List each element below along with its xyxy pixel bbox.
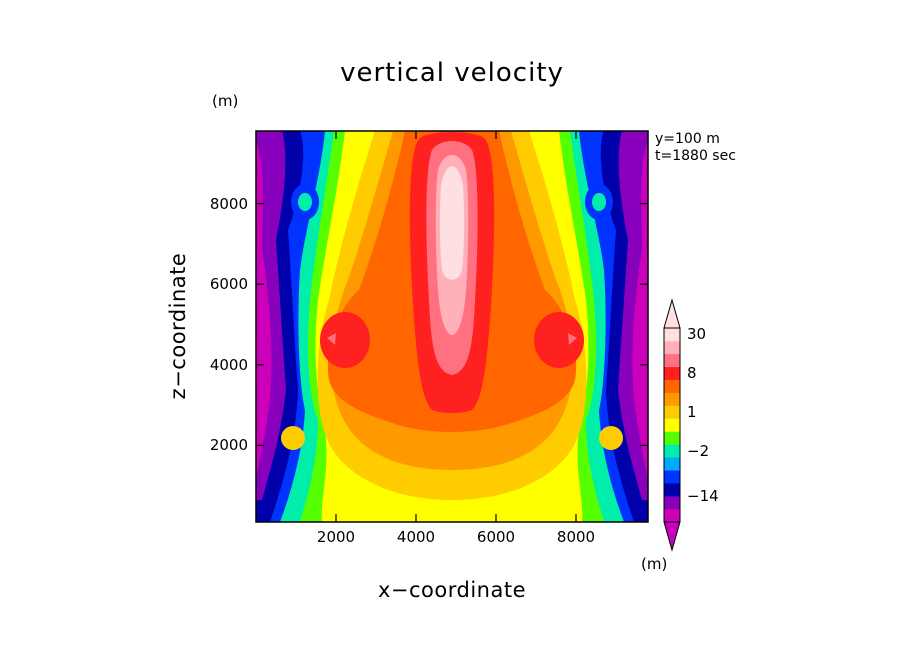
y-tick-label: 4000 xyxy=(209,355,248,374)
colorbar-swatch xyxy=(664,353,680,368)
colorbar-swatch xyxy=(664,418,680,432)
axis-ticks xyxy=(256,131,648,522)
contour-core-peak xyxy=(439,166,465,280)
x-tick-label: 6000 xyxy=(476,528,516,546)
colorbar-tick-label: 1 xyxy=(687,403,697,422)
chart-title: vertical velocity xyxy=(340,58,564,88)
colorbar-swatch xyxy=(664,328,680,342)
x-axis-label: x−coordinate xyxy=(377,578,527,602)
colorbar-swatch xyxy=(664,431,680,445)
info-y-position: y=100 m xyxy=(655,131,720,147)
y-tick-label: 2000 xyxy=(209,436,248,455)
colorbar-frame xyxy=(663,327,681,523)
contour-low-blob-right xyxy=(599,426,623,450)
info-time: t=1880 sec xyxy=(655,148,736,164)
contour-low-blob-left xyxy=(281,426,305,450)
colorbar-tick-label: −2 xyxy=(687,441,710,460)
plot-frame xyxy=(255,130,649,523)
contour-side-peak-left xyxy=(327,333,336,345)
colorbar-min-arrow xyxy=(663,521,681,552)
y-tick-label: 8000 xyxy=(209,194,248,213)
colorbar-swatch xyxy=(664,340,680,355)
contour-side-peak-right xyxy=(568,333,577,345)
colorbar-tick-label: −14 xyxy=(687,487,719,506)
contour-side-core-right xyxy=(534,312,584,368)
colorbar-tick-label: 8 xyxy=(687,364,697,383)
colorbar-swatch xyxy=(664,483,680,497)
colorbar-swatch xyxy=(664,457,680,471)
contour-blob-left-inner xyxy=(298,193,312,211)
colorbar-swatch xyxy=(664,392,680,406)
colorbar-swatch xyxy=(664,444,680,458)
colorbar-tick-label: 30 xyxy=(687,325,707,344)
colorbar-max-arrow xyxy=(663,298,681,329)
contour-blob-right-inner xyxy=(592,193,606,211)
x-tick-label: 8000 xyxy=(556,528,596,546)
contour-magenta-right xyxy=(632,140,648,480)
y-axis-label: z−coordinate xyxy=(166,252,190,400)
contour-side-core-left xyxy=(320,312,370,368)
colorbar-swatch xyxy=(664,470,680,484)
x-tick-label: 2000 xyxy=(316,528,356,546)
colorbar-swatch xyxy=(664,405,680,419)
colorbar xyxy=(663,298,681,552)
colorbar-swatch xyxy=(664,379,680,393)
z-unit-label: (m) xyxy=(212,92,239,110)
colorbar-swatch xyxy=(664,496,680,510)
colorbar-unit-label: (m) xyxy=(641,555,668,573)
x-tick-label: 4000 xyxy=(396,528,436,546)
colorbar-swatch xyxy=(664,366,680,381)
colorbar-swatch xyxy=(664,509,680,523)
contour-field xyxy=(256,131,648,522)
contour-magenta-left xyxy=(256,140,272,480)
y-tick-label: 6000 xyxy=(209,275,248,294)
